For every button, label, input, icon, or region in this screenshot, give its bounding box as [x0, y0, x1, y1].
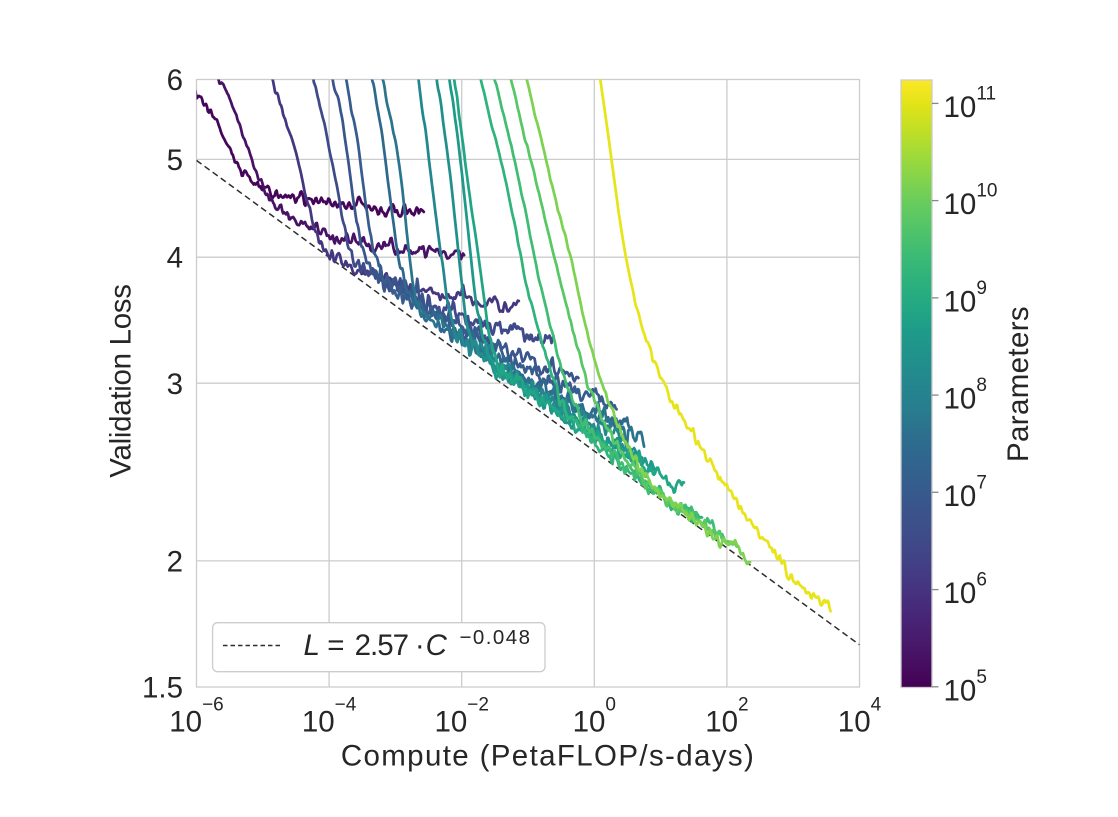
- svg-text:2: 2: [167, 545, 183, 578]
- svg-text:104: 104: [838, 695, 882, 739]
- svg-text:10−2: 10−2: [434, 695, 489, 739]
- svg-text:L: L: [304, 629, 320, 662]
- svg-text:=: =: [327, 629, 344, 662]
- svg-text:105: 105: [944, 667, 987, 708]
- svg-text:Compute (PetaFLOP/s-days): Compute (PetaFLOP/s-days): [341, 740, 755, 773]
- svg-text:10−4: 10−4: [302, 695, 357, 739]
- svg-text:C: C: [426, 629, 448, 662]
- svg-text:3: 3: [167, 368, 183, 401]
- svg-text:100: 100: [573, 695, 616, 739]
- svg-text:102: 102: [705, 695, 748, 739]
- svg-text:10−6: 10−6: [169, 695, 224, 739]
- svg-text:Parameters: Parameters: [1002, 306, 1035, 462]
- svg-text:1010: 1010: [944, 181, 998, 222]
- svg-text:4: 4: [167, 242, 183, 275]
- svg-text:6: 6: [167, 64, 183, 97]
- svg-text:2.57: 2.57: [355, 629, 408, 662]
- svg-text:108: 108: [944, 375, 987, 416]
- svg-text:·: ·: [415, 629, 425, 662]
- svg-text:1011: 1011: [944, 83, 997, 124]
- svg-text:106: 106: [944, 570, 987, 611]
- svg-text:Validation Loss: Validation Loss: [105, 284, 138, 477]
- svg-text:−0.048: −0.048: [460, 626, 532, 649]
- svg-text:5: 5: [167, 144, 183, 177]
- svg-text:1.5: 1.5: [142, 672, 183, 705]
- svg-text:109: 109: [944, 278, 987, 319]
- svg-text:107: 107: [944, 472, 987, 513]
